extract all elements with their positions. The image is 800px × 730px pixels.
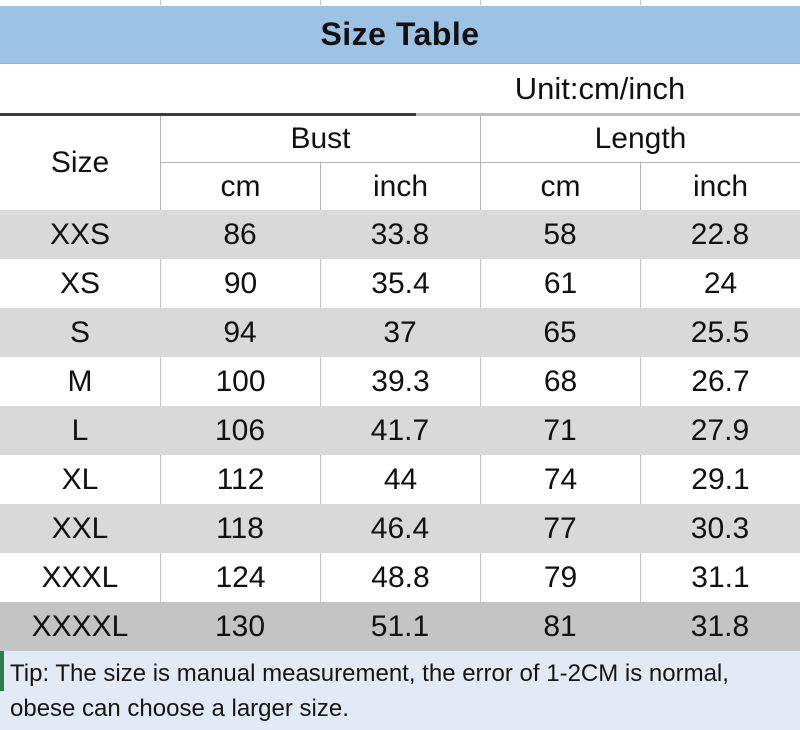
bust-cm-cell: 100	[160, 357, 320, 406]
header-length-cm: cm	[480, 163, 640, 210]
bust-inch-cell: 37	[383, 315, 417, 349]
green-accent-mark	[0, 651, 4, 691]
length-cm-cell: 68	[480, 357, 640, 406]
tip-line-2: obese can choose a larger size.	[10, 695, 349, 722]
table-row: M 100 39.3 68 26.7	[0, 357, 800, 406]
tip-line-1: Tip: The size is manual measurement, the…	[10, 660, 729, 687]
table-row: S 94 37 65 25.5	[0, 308, 800, 357]
header-length-inch: inch	[640, 163, 800, 210]
table-title-text: Size Table	[320, 16, 480, 52]
length-cm-cell: 58	[543, 217, 577, 251]
header-length: Length	[480, 116, 800, 163]
table-row: L 106 41.7 71 27.9	[0, 406, 800, 455]
size-cell: XXXXL	[31, 609, 129, 643]
size-cell: XXS	[49, 217, 111, 251]
length-cm-cell: 77	[543, 511, 577, 545]
unit-row: Unit:cm/inch	[0, 64, 800, 113]
table-row: XXXL 124 48.8 79 31.1	[0, 553, 800, 602]
tip-note: Tip: The size is manual measurement, the…	[0, 651, 800, 730]
unit-label: Unit:cm/inch	[514, 70, 686, 106]
length-cm-cell: 71	[543, 413, 577, 447]
length-inch-cell: 25.5	[690, 315, 750, 349]
bust-inch-cell: 44	[320, 455, 480, 504]
gridline-tick	[480, 0, 481, 5]
header-size: Size	[50, 146, 110, 179]
size-cell: XXXL	[41, 560, 119, 594]
table-row: XS 90 35.4 61 24	[0, 259, 800, 308]
header-bust: Bust	[160, 116, 480, 163]
size-cell: M	[67, 364, 93, 398]
gridline-tick	[640, 0, 641, 5]
table-row: XXL 118 46.4 77 30.3	[0, 504, 800, 553]
size-cell: XS	[59, 266, 101, 300]
table-row: XXXXL 130 51.1 81 31.8	[0, 602, 800, 651]
length-cm-cell: 65	[543, 315, 577, 349]
table-header: Size Bust Length cm inch cm inch	[0, 116, 800, 210]
bust-inch-cell: 46.4	[370, 511, 430, 545]
length-inch-cell: 24	[640, 259, 800, 308]
length-cm-cell: 81	[543, 609, 577, 643]
bust-cm-cell: 106	[214, 413, 266, 447]
length-inch-cell: 29.1	[640, 455, 800, 504]
bust-cm-cell: 124	[160, 553, 320, 602]
table-row: XXS 86 33.8 58 22.8	[0, 210, 800, 259]
table-title: Size Table	[0, 6, 800, 64]
size-cell: XXL	[51, 511, 109, 545]
top-gridline-strip	[0, 0, 800, 6]
bust-cm-cell: 90	[160, 259, 320, 308]
header-bust-cm: cm	[160, 163, 320, 210]
table-row: XL 112 44 74 29.1	[0, 455, 800, 504]
length-inch-cell: 22.8	[690, 217, 750, 251]
length-inch-cell: 31.8	[690, 609, 750, 643]
length-cm-cell: 61	[480, 259, 640, 308]
size-cell: XL	[61, 462, 99, 496]
gridline-tick	[320, 0, 321, 5]
length-inch-cell: 27.9	[690, 413, 750, 447]
bust-cm-cell: 118	[216, 511, 264, 545]
bust-cm-cell: 94	[223, 315, 257, 349]
length-cm-cell: 79	[480, 553, 640, 602]
header-bust-inch: inch	[320, 163, 480, 210]
size-cell: S	[69, 315, 90, 349]
length-inch-cell: 31.1	[640, 553, 800, 602]
bust-cm-cell: 130	[214, 609, 266, 643]
bust-inch-cell: 41.7	[370, 413, 430, 447]
bust-inch-cell: 48.8	[320, 553, 480, 602]
bust-inch-cell: 39.3	[320, 357, 480, 406]
bust-inch-cell: 33.8	[370, 217, 430, 251]
bust-cm-cell: 86	[223, 217, 257, 251]
length-inch-cell: 30.3	[690, 511, 750, 545]
bust-inch-cell: 35.4	[320, 259, 480, 308]
size-cell: L	[71, 413, 89, 447]
length-inch-cell: 26.7	[640, 357, 800, 406]
length-cm-cell: 74	[480, 455, 640, 504]
gridline-tick	[160, 0, 161, 5]
header-separator-line	[0, 113, 800, 116]
bust-inch-cell: 51.1	[370, 609, 430, 643]
bust-cm-cell: 112	[160, 455, 320, 504]
